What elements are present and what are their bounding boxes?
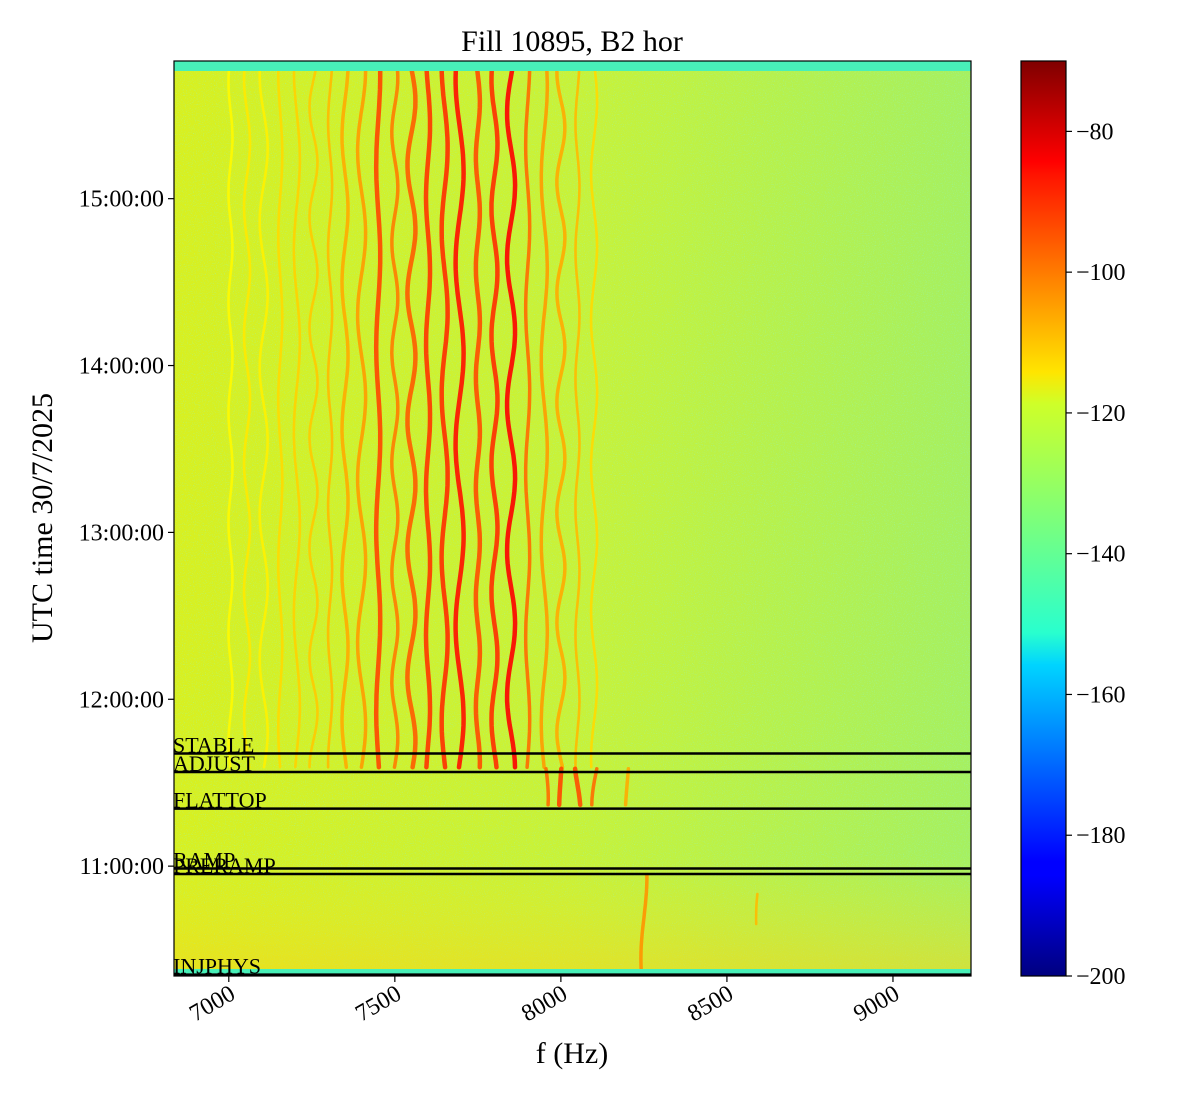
- colorbar: −80 −100 −120 −140 −160 −180 −200: [1020, 60, 1126, 990]
- colorbar-tick-label: −100: [1076, 260, 1126, 286]
- spectrogram-low-region: [174, 856, 971, 976]
- spectral-line: [373, 62, 383, 770]
- y-axis-ticks: 11:00:00 12:00:00 13:00:00 14:00:00 15:00:00: [79, 187, 174, 880]
- spectral-line: [258, 63, 270, 769]
- spectral-line: [590, 767, 599, 807]
- spectral-line: [639, 872, 649, 973]
- y-tick-label: 13:00:00: [79, 520, 164, 546]
- spectral-line: [544, 767, 551, 807]
- spectral-line: [390, 63, 400, 769]
- plot-frame: [173, 60, 972, 977]
- colorbar-gradient: [1021, 61, 1066, 976]
- y-tick-label: 11:00:00: [80, 854, 164, 880]
- y-axis-label: UTC time 30/7/2025: [26, 393, 59, 643]
- x-tick-label: 7500: [351, 981, 406, 1028]
- spectral-line: [572, 766, 583, 808]
- spectral-line: [574, 63, 581, 769]
- spectral-lines-layer: [227, 62, 759, 973]
- spectral-line: [473, 62, 483, 770]
- colorbar-tick-label: −200: [1076, 964, 1126, 990]
- spectral-line: [539, 63, 550, 769]
- beam-mode-label: STABLE: [173, 733, 254, 758]
- spectral-line: [308, 63, 319, 769]
- spectrogram-noise-texture: [174, 61, 971, 976]
- spectral-line: [555, 63, 567, 769]
- spectral-line: [489, 62, 500, 770]
- spectral-line: [292, 63, 302, 769]
- spectral-line: [623, 767, 631, 807]
- colorbar-tick-label: −120: [1076, 401, 1126, 427]
- x-tick-label: 7000: [185, 981, 240, 1028]
- x-axis-label: f (Hz): [536, 1037, 608, 1070]
- x-tick-label: 9000: [849, 981, 904, 1028]
- x-tick-label: 8000: [517, 981, 572, 1028]
- y-tick-label: 14:00:00: [79, 354, 164, 380]
- spectral-line: [242, 63, 252, 769]
- spectral-line: [556, 766, 564, 808]
- colorbar-tick-label: −160: [1076, 682, 1126, 708]
- spectral-line: [589, 63, 599, 769]
- spectral-line: [523, 63, 532, 769]
- beam-mode-label: FLATTOP: [173, 788, 267, 813]
- spectral-line: [326, 63, 334, 769]
- spectral-line: [340, 63, 350, 769]
- spectral-line: [405, 62, 418, 770]
- colorbar-frame: [1020, 60, 1067, 977]
- spectral-line: [227, 63, 234, 769]
- colorbar-tick-label: −180: [1076, 823, 1126, 849]
- spectral-line: [423, 62, 433, 770]
- spectrogram-top-edge-band: [174, 61, 971, 71]
- spectral-line: [504, 62, 518, 770]
- colorbar-ticks: −80 −100 −120 −140 −160 −180 −200: [1066, 119, 1126, 990]
- chart-title: Fill 10895, B2 hor: [461, 25, 683, 58]
- spectral-line: [277, 63, 284, 769]
- beam-mode-label: ADJUST: [173, 751, 255, 776]
- x-axis-ticks: 7000 7500 8000 8500 9000: [185, 976, 904, 1027]
- x-tick-label: 8500: [683, 981, 738, 1028]
- spectral-line: [355, 63, 368, 769]
- colorbar-tick-label: −140: [1076, 542, 1126, 568]
- spectral-line: [754, 892, 759, 926]
- y-tick-label: 12:00:00: [79, 687, 164, 713]
- beam-mode-label: INJPHYS: [173, 954, 261, 979]
- beam-mode-label: PRERAMP: [173, 853, 276, 878]
- spectral-line: [453, 62, 466, 770]
- colorbar-tick-label: −80: [1076, 119, 1114, 145]
- spectrogram-bottom-edge-band: [174, 969, 971, 976]
- beam-mode-label: RAMP: [173, 847, 235, 872]
- spectral-line: [439, 62, 450, 770]
- y-tick-label: 15:00:00: [79, 187, 164, 213]
